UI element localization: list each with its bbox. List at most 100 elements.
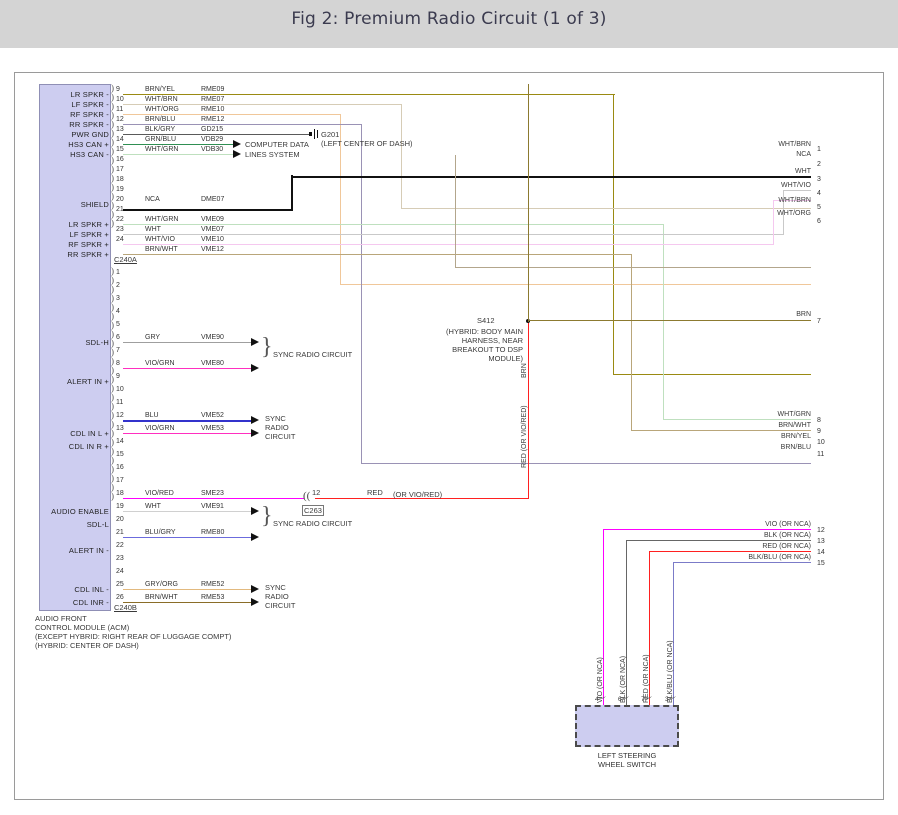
wire-blu-gry-pin21 [123,537,251,538]
pin-number: 19 [116,503,124,510]
wire-wht-pin22-out [783,190,811,191]
wire-red-switch-top [649,551,811,552]
wire-brn-blu-vert [361,124,362,464]
wire-blkblu-switch-vert [673,562,674,706]
wire-vio-grn-pin13 [123,433,251,434]
pin-number: 4 [116,308,120,315]
right-pin-label-12: VIO (OR NCA) [765,521,811,528]
wire-brn-wht-pin26 [123,602,251,603]
arrow-computer-data-1 [233,140,241,148]
pin-number: 12 [116,412,124,419]
right-pin-label-14: RED (OR NCA) [762,543,811,550]
pin-number: 7 [116,347,120,354]
wire-brn-yel-out [613,374,811,375]
pin-label-shield: SHIELD [80,200,109,209]
pin-label-audio-enable: AUDIO ENABLE [51,507,109,516]
right-pin-number-7: 7 [817,318,821,325]
wire-vio-red-pin18 [123,498,304,499]
wire-code: VIO/GRN [145,425,175,432]
circuit-code: VME09 [201,216,224,223]
circuit-code: VDB30 [201,146,224,153]
right-pin-number-2: 2 [817,161,821,168]
sync-radio-circuit-label-2: SYNC RADIO CIRCUIT [273,519,353,528]
right-pin-label-6: WHT/ORG [777,210,811,217]
circuit-code: RME80 [201,529,225,536]
wire-wht-vio-pin23-out [773,200,811,201]
right-pin-label-11: BRN/BLU [780,444,811,451]
pin-number: 13 [116,425,124,432]
pin-number: 16 [116,464,124,471]
pin-number: 16 [116,156,124,163]
wire-wht-brn-pin5-vert [455,155,456,268]
wire-red-to-s412 [315,498,529,499]
wire-wht-pin19 [123,511,251,512]
sync-stack-a-line1: SYNC [265,414,286,423]
pin-label-cdl-in-l: CDL IN L + [70,429,109,438]
ground-symbol-g201-dot [309,132,312,136]
right-pin-number-9: 9 [817,428,821,435]
wire-vio-grn-pin8 [123,368,251,369]
switch-terminal-7: ) [643,696,653,699]
pin-number: 21 [116,529,124,536]
right-pin-label-1: WHT/BRN [778,141,811,148]
switch-terminal-3: ) [667,696,677,699]
circuit-code: VME07 [201,226,224,233]
right-pin-label-2: NCA [796,151,811,158]
wire-brn-blu-pin12 [123,124,361,125]
pin-number: 10 [116,96,124,103]
pin-number: 12 [116,116,124,123]
right-pin-label-4: WHT/VIO [781,182,811,189]
wire-wht-grn-pin21 [123,224,663,225]
wire-brn-up-from-splice [528,84,529,322]
wire-grn-blu-pin14 [123,144,233,145]
switch-caption-line-1: LEFT STEERING [597,751,657,760]
wire-code: WHT [145,503,161,510]
wire-nca-pin19-seg1 [123,209,291,211]
right-pin-number-15: 15 [817,560,825,567]
right-pin-number-13: 13 [817,538,825,545]
module-caption-line-1: AUDIO FRONT [35,614,87,623]
ground-location-label: (LEFT CENTER OF DASH) [321,139,413,148]
wire-blk-switch-vert [626,540,627,706]
wire-blk-switch-top [626,540,811,541]
page-header: Fig 2: Premium Radio Circuit (1 of 3) [0,0,898,48]
connector-a-id: C240A [114,255,137,264]
splice-note-line-1: (HYBRID: BODY MAIN [446,327,523,336]
red-wire-label: RED [367,488,383,497]
pin-number: 19 [116,186,124,193]
computer-data-label-2: LINES SYSTEM [245,150,300,159]
wire-wht-brn-out [401,208,811,209]
pin-label-sdl-l: SDL-L [86,520,109,529]
pin-label-hs3-can-neg: HS3 CAN - [70,150,109,159]
ground-id-label: G201 [321,130,340,139]
module-caption-line-3: (EXCEPT HYBRID: RIGHT REAR OF LUGGAGE CO… [35,632,232,641]
right-pin-label-7: BRN [796,311,811,318]
pin-label-lf-spkr-pos: LF SPKR + [69,230,109,239]
wire-code: WHT [145,226,161,233]
pin-number: 15 [116,451,124,458]
wire-code: WHT/VIO [145,236,175,243]
wire-wht-brn-pin5-out [455,267,811,268]
wire-code: BLU/GRY [145,529,176,536]
pin-label-lr-spkr-neg: LR SPKR - [70,90,109,99]
wiring-diagram-canvas: )))))))))))))))) 9 10 11 12 13 14 15 16 … [14,72,884,800]
ground-symbol-g201-bar2 [317,130,318,138]
pin-number: 11 [116,399,124,406]
pin-number: 2 [116,282,120,289]
arrow-sync-radio-1b [251,364,259,372]
module-caption-line-2: CONTROL MODULE (ACM) [35,623,130,632]
circuit-code: GD215 [201,126,224,133]
wire-brn-wht-pin24 [123,254,631,255]
right-pin-label-13: BLK (OR NCA) [763,532,811,539]
circuit-code: VDB29 [201,136,224,143]
wire-wht-pin22 [123,234,783,235]
wire-vio-switch-vert [603,529,604,706]
splice-note-line-4: MODULE) [488,354,523,363]
pin-number: 22 [116,542,124,549]
module-caption-line-4: (HYBRID: CENTER OF DASH) [35,641,139,650]
right-pin-number-4: 4 [817,190,821,197]
pin-label-rr-spkr-neg: RR SPKR - [69,120,109,129]
circuit-code: VME12 [201,246,224,253]
pin-number: 18 [116,176,124,183]
connector-b-id: C240B [114,603,137,612]
